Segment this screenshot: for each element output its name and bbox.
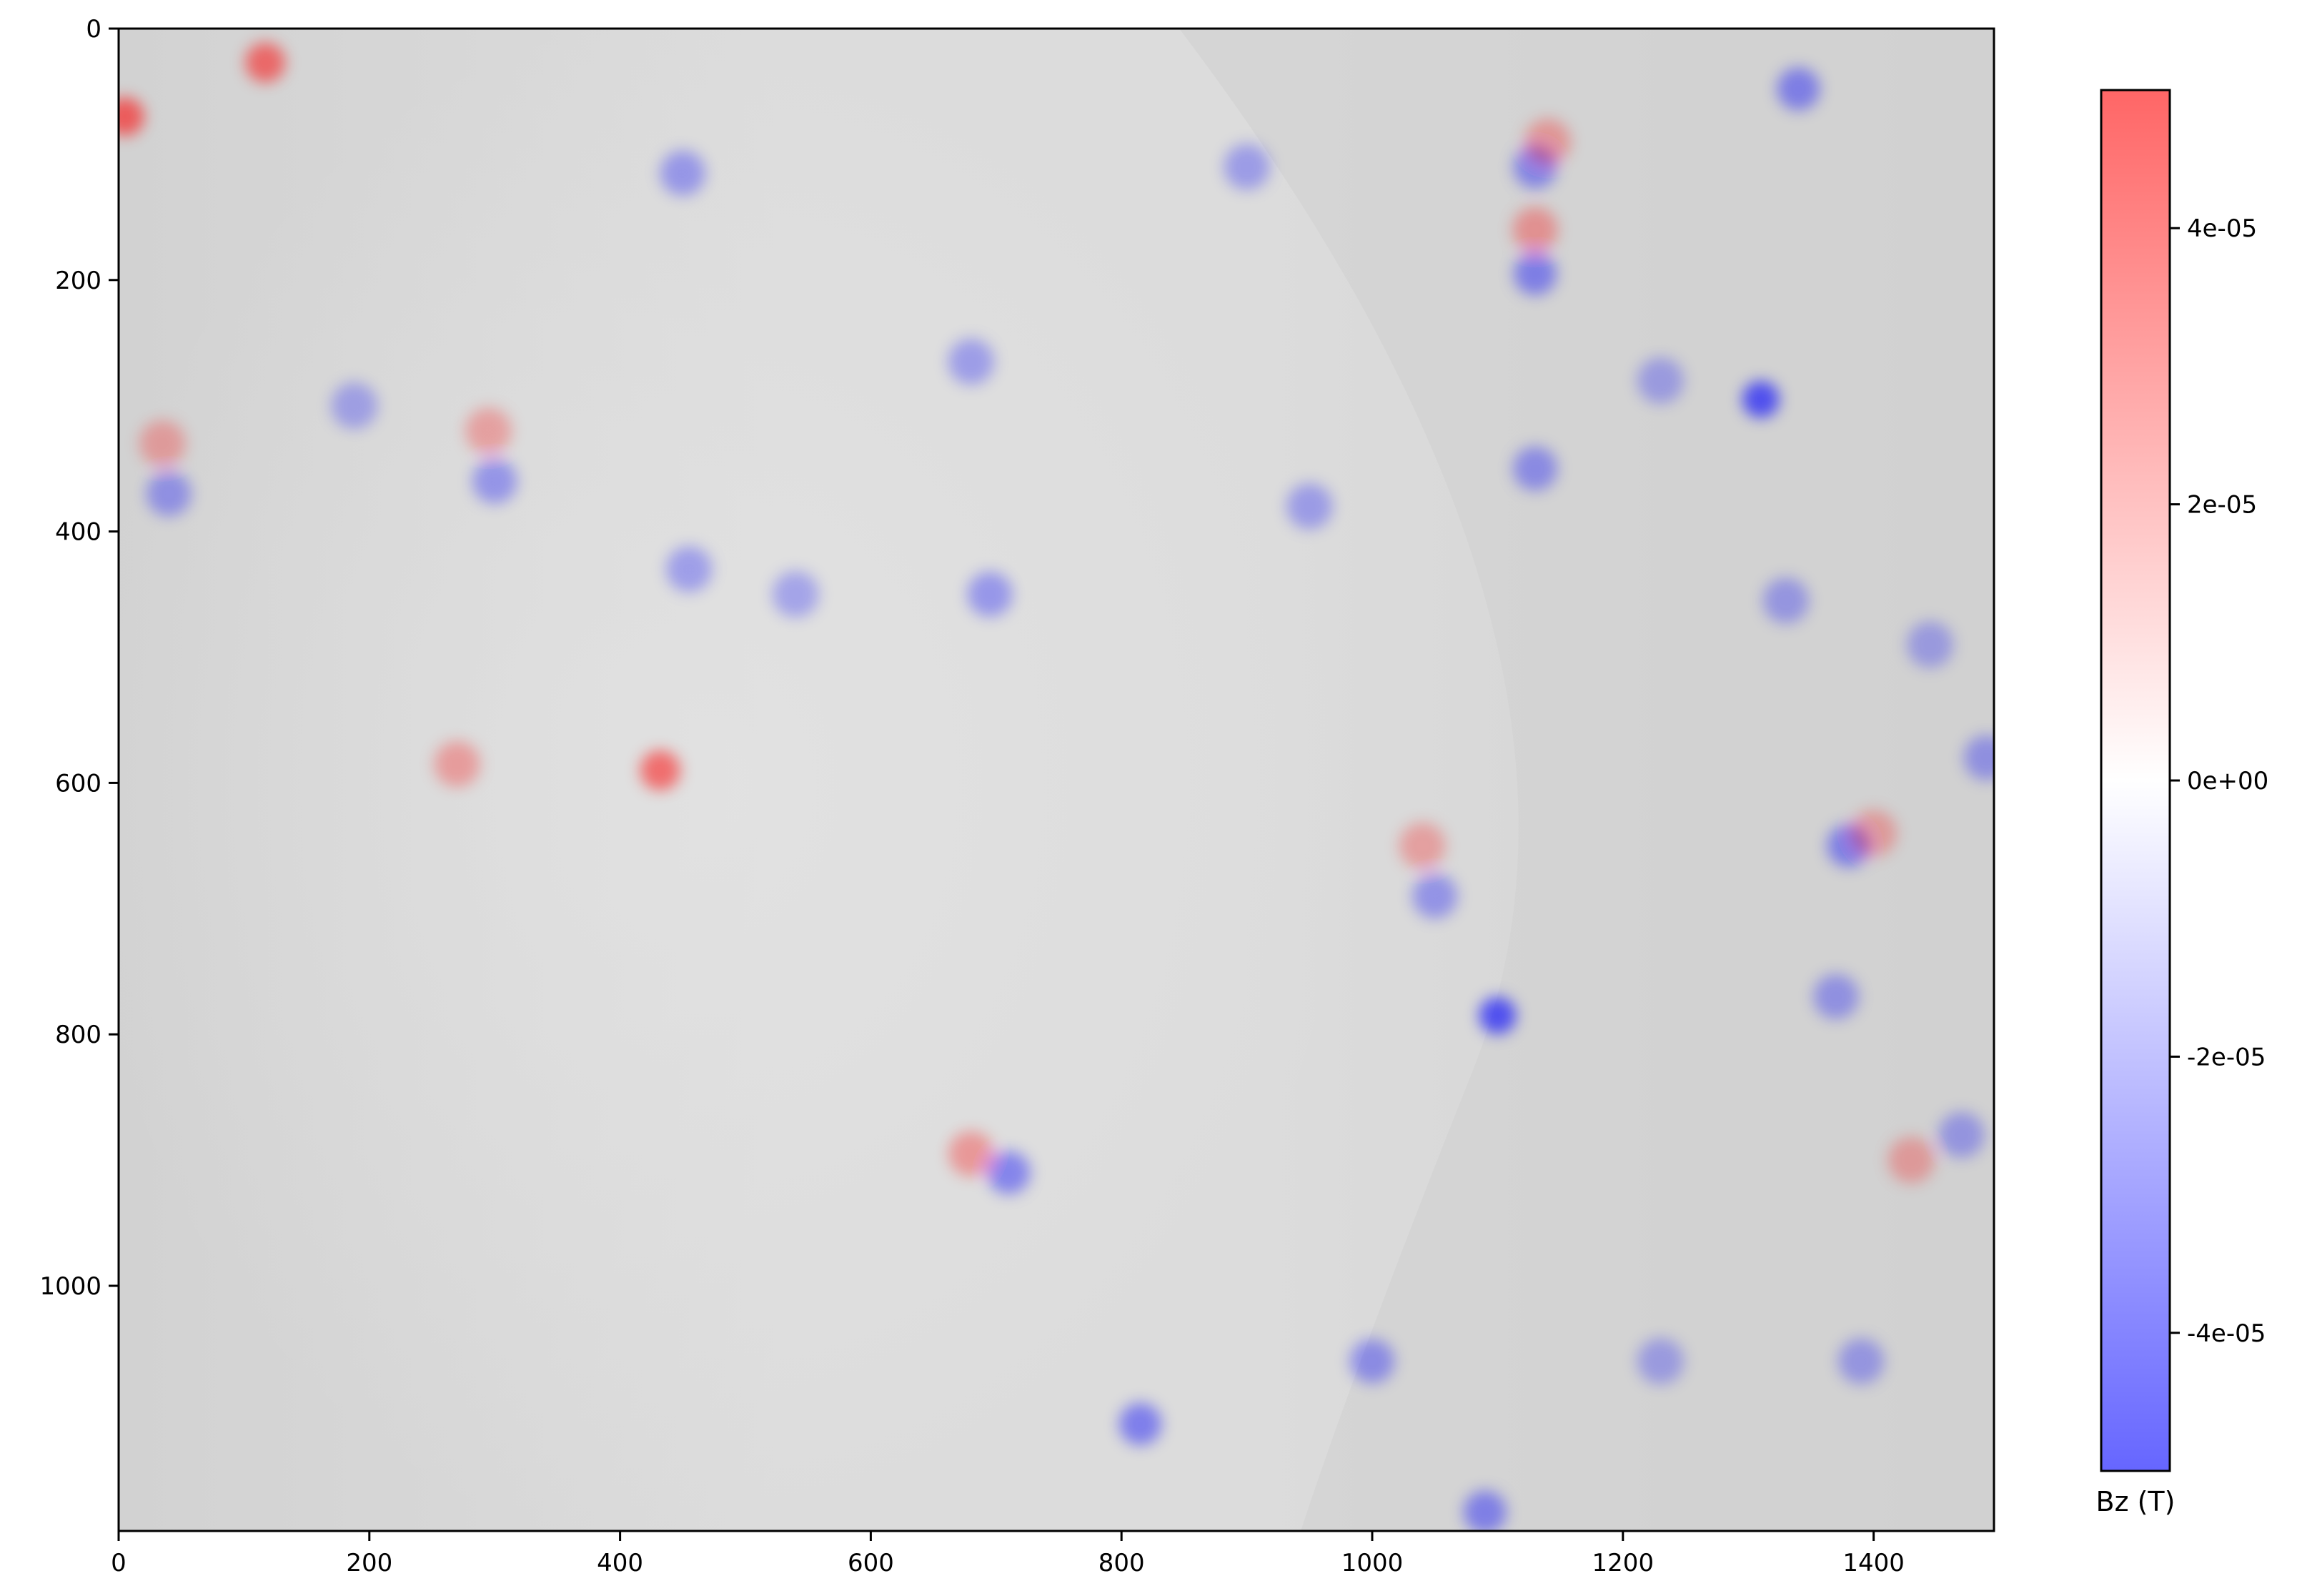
bz-negative-spot bbox=[1224, 144, 1270, 190]
colorbar-tick-label: 0e+00 bbox=[2187, 767, 2268, 795]
bz-negative-spot bbox=[967, 572, 1013, 617]
x-tick-label: 1200 bbox=[1592, 1549, 1654, 1577]
bz-negative-spot bbox=[1118, 1402, 1162, 1446]
bz-positive-spot bbox=[465, 407, 512, 455]
bz-negative-spot bbox=[1742, 380, 1780, 418]
bz-negative-spot bbox=[1412, 873, 1458, 919]
bz-negative-spot bbox=[1762, 578, 1809, 624]
colorbar-tick-label: -2e-05 bbox=[2187, 1043, 2266, 1071]
bz-negative-spot bbox=[1637, 1338, 1684, 1384]
colorbar-tick-label: 4e-05 bbox=[2187, 214, 2257, 243]
colorbar-tick-label: 2e-05 bbox=[2187, 491, 2257, 520]
plot-frame bbox=[117, 27, 1995, 1532]
colorbar-fill bbox=[2101, 90, 2170, 1471]
x-tick-label: 400 bbox=[597, 1549, 643, 1577]
bz-negative-spot bbox=[1777, 67, 1820, 111]
y-tick-label: 600 bbox=[55, 769, 101, 798]
heatmap-bright-region bbox=[119, 29, 1358, 1531]
bz-negative-spot bbox=[1350, 1339, 1395, 1384]
y-axis: 0 200 400 600 800 1000 bbox=[39, 15, 119, 1301]
colorbar-ticks: 4e-05 2e-05 0e+00 -2e-05 -4e-05 bbox=[2170, 214, 2268, 1348]
bz-negative-spot bbox=[1907, 621, 1953, 668]
x-tick-label: 200 bbox=[346, 1549, 392, 1577]
bz-negative-spot bbox=[772, 571, 819, 618]
bz-negative-spot bbox=[1813, 973, 1859, 1020]
bz-negative-spot bbox=[1479, 996, 1517, 1034]
bz-negative-spot bbox=[1513, 446, 1558, 491]
y-tick-label: 800 bbox=[55, 1021, 101, 1049]
x-tick-label: 0 bbox=[111, 1549, 126, 1577]
bz-negative-spot bbox=[1637, 357, 1684, 404]
x-tick-label: 800 bbox=[1098, 1549, 1145, 1577]
bz-positive-spot bbox=[245, 42, 286, 83]
bz-negative-spot bbox=[331, 382, 378, 430]
bz-positive-spot bbox=[1512, 207, 1558, 253]
bz-positive-spot bbox=[119, 97, 144, 137]
bz-positive-spot bbox=[948, 1131, 994, 1176]
y-tick-label: 200 bbox=[55, 267, 101, 295]
bz-positive-spot bbox=[1399, 822, 1446, 869]
bz-negative-spot bbox=[948, 339, 994, 385]
bz-negative-spot bbox=[1963, 735, 1994, 780]
colorbar-label: Bz (T) bbox=[2096, 1486, 2176, 1517]
bz-negative-spot bbox=[1838, 1338, 1885, 1384]
bz-negative-spot bbox=[1514, 252, 1557, 296]
y-tick-label: 1000 bbox=[39, 1272, 101, 1301]
bz-positive-spot bbox=[139, 420, 186, 467]
heatmap-image bbox=[119, 29, 1994, 1531]
bz-positive-spot bbox=[640, 750, 680, 790]
bz-negative-spot bbox=[666, 546, 713, 593]
colorbar: 4e-05 2e-05 0e+00 -2e-05 -4e-05 Bz (T) bbox=[2096, 89, 2268, 1517]
bz-positive-spot bbox=[1850, 810, 1897, 857]
x-tick-label: 1400 bbox=[1842, 1549, 1905, 1577]
x-tick-label: 600 bbox=[848, 1549, 894, 1577]
bz-negative-spot bbox=[1463, 1490, 1507, 1531]
y-tick-label: 0 bbox=[86, 15, 101, 44]
y-tick-label: 400 bbox=[55, 518, 101, 547]
x-tick-label: 1000 bbox=[1341, 1549, 1404, 1577]
bz-negative-spot bbox=[660, 150, 705, 196]
bz-spots bbox=[119, 42, 1994, 1531]
colorbar-tick-label: -4e-05 bbox=[2187, 1319, 2266, 1348]
bz-negative-spot bbox=[472, 458, 517, 504]
bz-negative-spot bbox=[987, 1151, 1031, 1194]
bz-negative-spot bbox=[1938, 1111, 1985, 1158]
x-axis: 0 200 400 600 800 1000 1200 1400 bbox=[111, 1531, 1905, 1577]
bz-positive-spot bbox=[434, 741, 480, 788]
heatmap-arc-boundary bbox=[1179, 29, 1994, 1531]
bz-negative-spot bbox=[146, 471, 192, 517]
bz-positive-spot bbox=[1887, 1136, 1935, 1184]
bz-positive-spot bbox=[1524, 119, 1571, 165]
bz-negative-spot bbox=[1286, 483, 1333, 530]
